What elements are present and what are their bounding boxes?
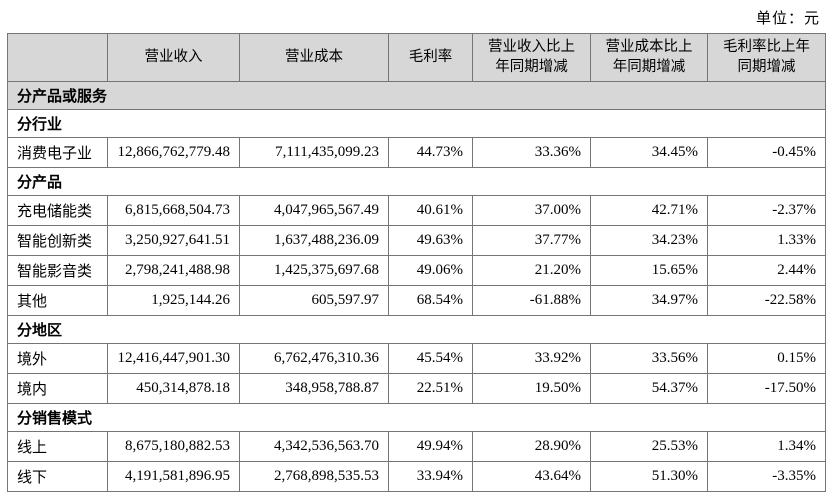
cell-gross-margin: 44.73% (388, 137, 473, 168)
cell-gross-margin: 49.63% (388, 225, 473, 256)
column-header-revenue-yoy-change: 营业收入比上 年同期增减 (472, 33, 591, 82)
cell-gross-margin: 22.51% (388, 373, 473, 404)
section-header-label: 分销售模式 (7, 403, 826, 432)
cell-margin-yoy-change: -2.37% (707, 195, 826, 226)
cell-margin-yoy-change: -0.45% (707, 137, 826, 168)
cell-cost: 605,597.97 (239, 285, 389, 316)
cell-cost: 2,768,898,535.53 (239, 461, 389, 492)
section-header-label: 分地区 (7, 315, 826, 344)
cell-cost: 4,342,536,563.70 (239, 431, 389, 462)
section-header-row: 分产品 (7, 167, 826, 196)
cell-revenue-yoy-change: 37.00% (472, 195, 591, 226)
cell-margin-yoy-change: -22.58% (707, 285, 826, 316)
table-body: 营业收入 营业成本 毛利率 营业收入比上 年同期增减 营业成本比上 年同期增减 毛利率比上… (7, 33, 826, 492)
table-row: 消费电子业 12,866,762,779.48 7,111,435,099.23 44… (7, 137, 826, 168)
cell-cost: 7,111,435,099.23 (239, 137, 389, 168)
row-label: 充电储能类 (7, 195, 108, 226)
cell-gross-margin: 45.54% (388, 343, 473, 374)
cell-revenue: 3,250,927,641.51 (107, 225, 240, 256)
cell-revenue: 2,798,241,488.98 (107, 255, 240, 286)
cell-gross-margin: 68.54% (388, 285, 473, 316)
cell-cost: 4,047,965,567.49 (239, 195, 389, 226)
cell-revenue: 4,191,581,896.95 (107, 461, 240, 492)
cell-gross-margin: 49.94% (388, 431, 473, 462)
cell-margin-yoy-change: 1.34% (707, 431, 826, 462)
row-label: 智能影音类 (7, 255, 108, 286)
row-label: 线上 (7, 431, 108, 462)
cell-revenue-yoy-change: -61.88% (472, 285, 591, 316)
column-header-cost: 营业成本 (239, 33, 389, 82)
cell-cost-yoy-change: 33.56% (590, 343, 708, 374)
table-row: 境外 12,416,447,901.30 6,762,476,310.36 45.54… (7, 343, 826, 374)
cell-revenue: 450,314,878.18 (107, 373, 240, 404)
cell-revenue: 8,675,180,882.53 (107, 431, 240, 462)
cell-margin-yoy-change: 0.15% (707, 343, 826, 374)
cell-revenue-yoy-change: 37.77% (472, 225, 591, 256)
section-header-label: 分产品 (7, 167, 826, 196)
row-label: 其他 (7, 285, 108, 316)
row-label: 境内 (7, 373, 108, 404)
row-label: 智能创新类 (7, 225, 108, 256)
cell-margin-yoy-change: -17.50% (707, 373, 826, 404)
cell-cost: 1,637,488,236.09 (239, 225, 389, 256)
cell-cost: 1,425,375,697.68 (239, 255, 389, 286)
row-label: 消费电子业 (7, 137, 108, 168)
section-header-row: 分销售模式 (7, 403, 826, 432)
section-header-row: 分行业 (7, 109, 826, 138)
cell-revenue-yoy-change: 21.20% (472, 255, 591, 286)
cell-cost: 348,958,788.87 (239, 373, 389, 404)
cell-cost-yoy-change: 42.71% (590, 195, 708, 226)
cell-cost-yoy-change: 54.37% (590, 373, 708, 404)
cell-revenue-yoy-change: 43.64% (472, 461, 591, 492)
cell-revenue-yoy-change: 33.92% (472, 343, 591, 374)
table-header-row: 营业收入 营业成本 毛利率 营业收入比上 年同期增减 营业成本比上 年同期增减 毛利率比上… (7, 33, 826, 82)
table-row: 其他 1,925,144.26 605,597.97 68.54% -61.88% 34.… (7, 285, 826, 316)
cell-revenue-yoy-change: 33.36% (472, 137, 591, 168)
cell-margin-yoy-change: 2.44% (707, 255, 826, 286)
column-header-cost-yoy-change: 营业成本比上 年同期增减 (590, 33, 708, 82)
cell-gross-margin: 40.61% (388, 195, 473, 226)
cell-cost-yoy-change: 25.53% (590, 431, 708, 462)
column-header-gross-margin: 毛利率 (388, 33, 473, 82)
cell-revenue: 1,925,144.26 (107, 285, 240, 316)
section-header-label: 分行业 (7, 109, 826, 138)
table-row: 境内 450,314,878.18 348,958,788.87 22.51% 19.5… (7, 373, 826, 404)
cell-revenue-yoy-change: 19.50% (472, 373, 591, 404)
table-row: 充电储能类 6,815,668,504.73 4,047,965,567.49 40.… (7, 195, 826, 226)
section-header-row: 分地区 (7, 315, 826, 344)
table-row: 智能影音类 2,798,241,488.98 1,425,375,697.68 49.… (7, 255, 826, 286)
column-header-row-label (7, 33, 108, 82)
cell-cost-yoy-change: 34.23% (590, 225, 708, 256)
table-row: 线上 8,675,180,882.53 4,342,536,563.70 49.94%… (7, 431, 826, 462)
cell-margin-yoy-change: 1.33% (707, 225, 826, 256)
cell-cost-yoy-change: 51.30% (590, 461, 708, 492)
table-row: 智能创新类 3,250,927,641.51 1,637,488,236.09 49.… (7, 225, 826, 256)
cell-revenue-yoy-change: 28.90% (472, 431, 591, 462)
cell-cost-yoy-change: 15.65% (590, 255, 708, 286)
cell-margin-yoy-change: -3.35% (707, 461, 826, 492)
column-header-revenue: 营业收入 (107, 33, 240, 82)
cell-gross-margin: 33.94% (388, 461, 473, 492)
cell-gross-margin: 49.06% (388, 255, 473, 286)
cell-revenue: 12,416,447,901.30 (107, 343, 240, 374)
unit-label: 单位：元 (755, 11, 820, 27)
row-label: 境外 (7, 343, 108, 374)
cell-cost-yoy-change: 34.45% (590, 137, 708, 168)
section-header-label: 分产品或服务 (7, 81, 826, 110)
cell-cost: 6,762,476,310.36 (239, 343, 389, 374)
row-label: 线下 (7, 461, 108, 492)
cell-revenue: 12,866,762,779.48 (107, 137, 240, 168)
table-row: 线下 4,191,581,896.95 2,768,898,535.53 33.94%… (7, 461, 826, 492)
section-header-row: 分产品或服务 (7, 81, 826, 110)
cell-revenue: 6,815,668,504.73 (107, 195, 240, 226)
cell-cost-yoy-change: 34.97% (590, 285, 708, 316)
revenue-breakdown-table: 营业收入 营业成本 毛利率 营业收入比上 年同期增减 营业成本比上 年同期增减 毛利率比上… (7, 33, 826, 492)
column-header-margin-yoy-change: 毛利率比上年 同期增减 (707, 33, 826, 82)
